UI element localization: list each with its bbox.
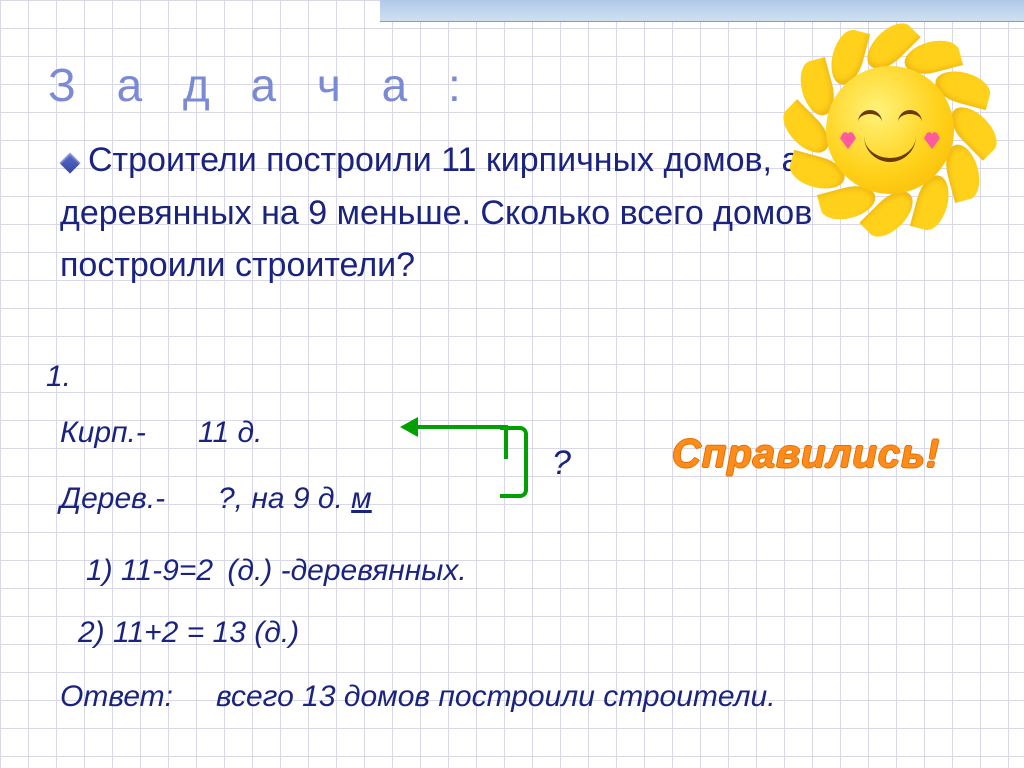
bracket-icon (500, 426, 528, 498)
answer-value: всего 13 домов построили строители. (216, 680, 776, 714)
step1-tail: (д.) -деревянных. (227, 554, 466, 587)
slide-top-bar (380, 0, 1024, 22)
row2-m: м (351, 482, 372, 515)
answer-label: Ответ: (60, 680, 173, 714)
plan-index: 1. (46, 360, 71, 394)
problem-body: Строители построили 11 кирпичных домов, … (60, 141, 812, 284)
row1-label: Кирп.- (60, 416, 146, 450)
step-2: 2) 11+2 = 13 (д.) (78, 616, 299, 650)
problem-text: Строители построили 11 кирпичных домов, … (60, 134, 840, 292)
step1-expr: 1) 11-9=2 (86, 554, 213, 587)
row1-value: 11 д. (198, 416, 262, 450)
bullet-icon (59, 152, 80, 173)
row2-label: Дерев.- (60, 482, 165, 516)
row2-text: ?, на 9 д. (218, 482, 351, 515)
arrow-left-icon (400, 420, 504, 438)
feedback-text: Справились! (672, 432, 940, 477)
step-1: 1) 11-9=2 (д.) -деревянных. (86, 554, 467, 588)
sun-icon (780, 20, 1000, 240)
title: З а д а ч а : (48, 58, 475, 112)
unknown-q: ? (552, 444, 571, 483)
row2-value: ?, на 9 д. м (218, 482, 372, 516)
